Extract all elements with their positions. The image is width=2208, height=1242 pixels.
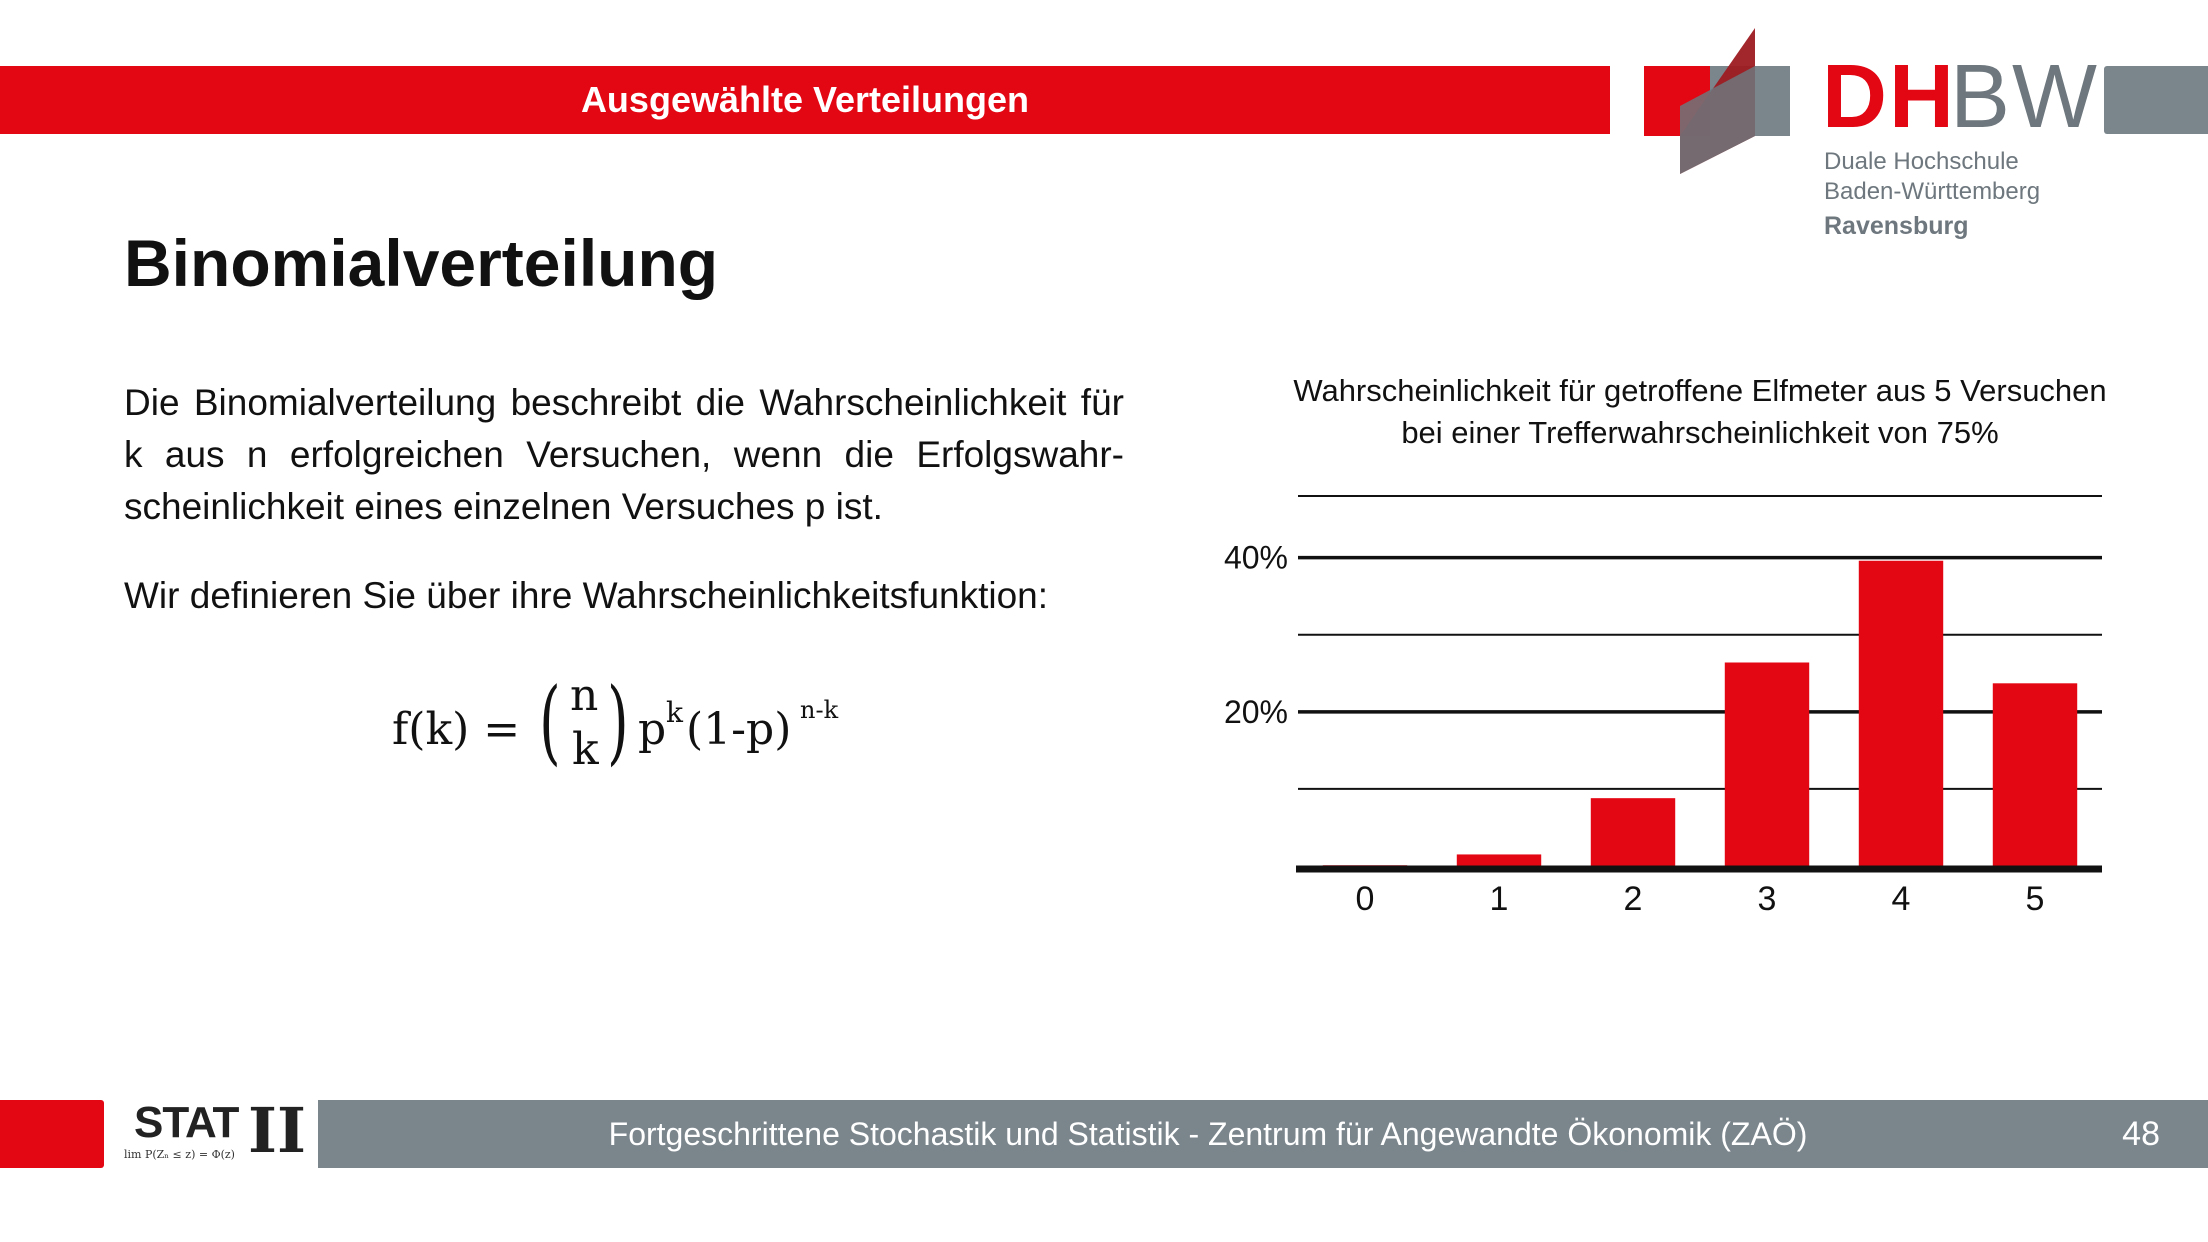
logo-brand-red: DH [1822,47,1956,147]
bar-3 [1724,662,1810,866]
x-tick-label-3: 3 [1758,880,1777,918]
page-title: Binomialverteilung [124,226,719,300]
x-tick-label-2: 2 [1624,880,1643,918]
definition-intro: Wir definieren Sie über ihre Wahrscheinl… [124,575,1049,616]
header-accent [2104,66,2208,134]
bar-4 [1858,560,1944,866]
logo-line-1: Duale Hochschule [1824,148,2019,175]
x-tick-label-1: 1 [1490,880,1509,918]
binom-bottom: k [572,724,599,775]
stat-logo-label: STAT [134,1098,239,1147]
formula-lhs: f(k) = [392,704,521,755]
logo-line-2: Baden-Württemberg [1824,178,2041,205]
y-tick-label-1: 20% [1224,694,1288,730]
x-tick-label-5: 5 [2026,880,2045,918]
bar-chart: 40% 20% 0 1 2 3 4 5 [1224,495,2102,918]
footer-text: Fortgeschrittene Stochastik und Statisti… [608,1116,1808,1152]
description-paragraph: Die Binomialverteilung beschreibt die Wa… [124,382,1124,527]
formula-q-base: (1-p) [686,704,792,755]
footer-accent [0,1100,104,1168]
header-bar [0,66,1610,134]
chart-title: Wahrscheinlichkeit für getroffene Elfmet… [1293,373,2107,450]
binom-top: n [570,670,599,721]
logo-brand-grey: BW [1950,47,2099,147]
x-tick-label-4: 4 [1892,880,1911,918]
logo-line-3: Ravensburg [1824,212,1969,240]
binom-left-paren: ( [539,668,561,775]
binomial-formula: f(k) = ( n k ) p k (1-p) n-k [392,668,872,782]
stat-logo-formula: lim P(Zₙ ≤ z) = Φ(z) [124,1148,235,1161]
stat-logo-roman: II [248,1094,307,1167]
bar-5 [1992,683,2078,866]
bar-1 [1456,854,1542,866]
dhbw-logo-mark [1644,28,1790,174]
y-tick-label-0: 40% [1224,540,1288,576]
formula-q-exp: n-k [800,696,839,724]
x-tick-label-0: 0 [1356,880,1375,918]
formula-p-base: p [638,704,667,755]
bar-2 [1590,798,1676,866]
footer-bar [318,1100,2208,1168]
formula-p-exp: k [666,696,683,729]
binom-right-paren: ) [607,668,629,775]
page-number: 48 [2122,1115,2160,1153]
header-title: Ausgewählte Verteilungen [580,79,1030,120]
